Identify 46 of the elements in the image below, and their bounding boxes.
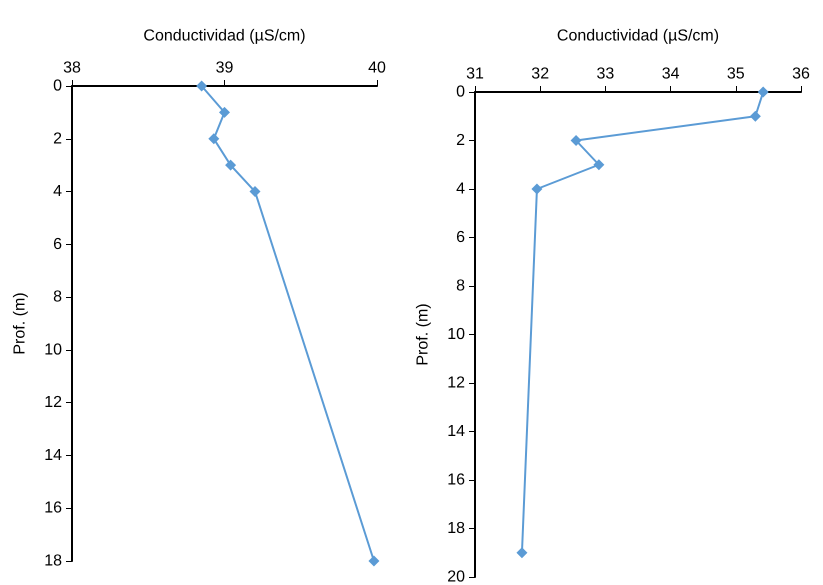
y-tick-label: 10 (44, 341, 62, 358)
x-axis-title: Conductividad (µS/cm) (143, 28, 306, 44)
y-tick-label: 16 (44, 500, 62, 517)
point (750, 110, 761, 122)
y-tick-label: 4 (456, 180, 466, 198)
point (516, 547, 528, 558)
point (219, 106, 230, 118)
point (250, 186, 260, 198)
x-tick-label: 33 (596, 66, 614, 82)
y-tick-label: 8 (456, 278, 466, 294)
y-tick-label: 6 (53, 236, 62, 253)
y-tick-label: 18 (44, 552, 62, 570)
y-tick-label: 4 (53, 183, 62, 200)
y-tick-label: 6 (456, 229, 466, 246)
point (208, 133, 220, 144)
point (225, 160, 236, 171)
x-tick-label: 31 (466, 66, 484, 82)
x-tick-label: 39 (216, 60, 234, 76)
x-tick-label: 32 (531, 66, 550, 82)
y-tick-label: 12 (44, 394, 62, 412)
y-tick-label: 14 (447, 423, 466, 440)
point (196, 80, 208, 92)
y-tick-label: 18 (447, 520, 466, 537)
y-tick-label: 12 (447, 374, 466, 392)
x-tick-label: 36 (792, 66, 810, 82)
point (570, 135, 582, 146)
y-tick-label: 14 (44, 446, 62, 464)
y-tick-label: 2 (53, 130, 62, 148)
y-tick-label: 16 (447, 472, 466, 488)
y-tick-label: 20 (447, 568, 466, 585)
point (593, 159, 604, 170)
y-tick-label: 10 (447, 326, 466, 343)
y-tick-label: 0 (456, 84, 466, 100)
y-tick-label: 8 (53, 288, 62, 306)
x-axis-title: Conductividad (µS/cm) (556, 28, 720, 44)
point (531, 184, 542, 194)
y-tick-label: 0 (53, 78, 62, 94)
y-tick-label: 2 (456, 132, 466, 149)
y-axis-title: Prof. (m) (414, 303, 432, 366)
x-tick-label: 34 (662, 66, 680, 82)
point (368, 556, 380, 566)
x-tick-label: 35 (726, 66, 745, 82)
point (758, 86, 769, 98)
y-axis-title: Prof. (m) (12, 292, 28, 355)
x-tick-label: 40 (368, 60, 386, 76)
x-tick-label: 38 (63, 60, 81, 76)
